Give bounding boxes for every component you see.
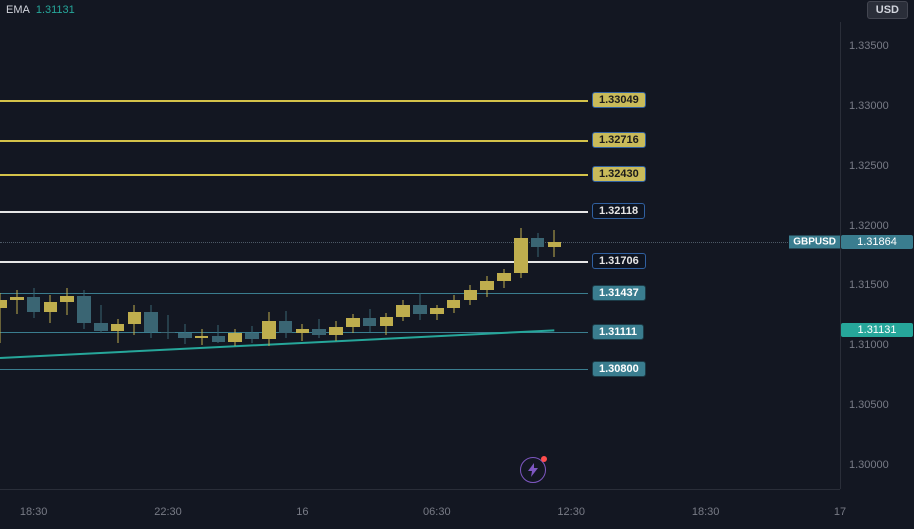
candle[interactable] xyxy=(111,319,124,343)
candle[interactable] xyxy=(380,313,393,335)
x-tick: 16 xyxy=(296,506,308,518)
ema-axis-tag: 1.31131 xyxy=(841,323,913,337)
candle[interactable] xyxy=(178,324,191,344)
x-tick: 12:30 xyxy=(557,506,585,518)
candle[interactable] xyxy=(464,285,477,304)
candle[interactable] xyxy=(44,295,57,323)
candle[interactable] xyxy=(77,290,90,328)
x-tick: 18:30 xyxy=(692,506,720,518)
candle[interactable] xyxy=(228,329,241,347)
y-axis[interactable]: 1.33500 1.33000 1.32500 1.32000 1.31500 1.310… xyxy=(840,22,914,489)
symbol-tag: GBPUSD xyxy=(789,235,840,248)
price-level-tag[interactable]: 1.30800 xyxy=(592,361,646,377)
candle[interactable] xyxy=(212,325,225,343)
candle[interactable] xyxy=(480,276,493,298)
candle[interactable] xyxy=(447,295,460,313)
y-tick: 1.33000 xyxy=(849,100,889,112)
y-tick: 1.30500 xyxy=(849,399,889,411)
candle[interactable] xyxy=(195,329,208,346)
candle[interactable] xyxy=(548,230,561,256)
currency-button[interactable]: USD xyxy=(867,1,908,19)
candle[interactable] xyxy=(262,312,275,347)
candle[interactable] xyxy=(144,305,157,339)
price-level-tag[interactable]: 1.32430 xyxy=(592,166,646,182)
top-bar: EMA 1.31131 USD xyxy=(0,0,914,20)
price-level-tag[interactable]: 1.31111 xyxy=(592,324,644,340)
candle[interactable] xyxy=(279,311,292,339)
candle[interactable] xyxy=(161,315,174,339)
candle[interactable] xyxy=(60,288,73,316)
candle[interactable] xyxy=(497,269,510,288)
price-level-tag[interactable]: 1.31706 xyxy=(592,253,646,269)
candle[interactable] xyxy=(329,321,342,340)
y-tick: 1.32000 xyxy=(849,220,889,232)
candle[interactable] xyxy=(514,228,527,278)
candle[interactable] xyxy=(531,233,544,257)
y-tick: 1.30000 xyxy=(849,459,889,471)
x-tick: 22:30 xyxy=(154,506,182,518)
notification-dot xyxy=(541,456,547,462)
x-tick: 18:30 xyxy=(20,506,48,518)
candle[interactable] xyxy=(363,309,376,332)
candle[interactable] xyxy=(94,305,107,334)
ema-line xyxy=(0,330,554,360)
ema-indicator[interactable]: EMA 1.31131 xyxy=(6,4,75,16)
price-level-tag[interactable]: 1.32716 xyxy=(592,132,646,148)
candle[interactable] xyxy=(27,288,40,318)
y-tick: 1.31000 xyxy=(849,339,889,351)
current-price-axis-tag: 1.31864 xyxy=(841,235,913,249)
candle[interactable] xyxy=(312,319,325,338)
price-level-tag[interactable]: 1.33049 xyxy=(592,92,646,108)
price-level-tag[interactable]: 1.32118 xyxy=(592,203,645,219)
candle[interactable] xyxy=(128,305,141,335)
y-tick: 1.32500 xyxy=(849,160,889,172)
candle[interactable] xyxy=(413,293,426,321)
chart-root: EMA 1.31131 USD 1.330491.327161.324301.3… xyxy=(0,0,914,529)
plot-area[interactable]: 1.33049 1.32716 1.32430 1.32118 1.31706 1.314… xyxy=(0,22,840,489)
y-tick: 1.31500 xyxy=(849,279,889,291)
candle[interactable] xyxy=(0,293,7,343)
candle[interactable] xyxy=(430,305,443,321)
current-price-line xyxy=(0,242,840,243)
x-axis[interactable]: 18:3022:301606:3012:3018:3017 xyxy=(0,489,840,529)
chart-area[interactable]: 1.33049 1.32716 1.32430 1.32118 1.31706 1.314… xyxy=(0,22,840,529)
y-tick: 1.33500 xyxy=(849,40,889,52)
x-tick: 17 xyxy=(834,506,846,518)
candle[interactable] xyxy=(396,300,409,322)
candle[interactable] xyxy=(296,324,309,341)
ema-label: EMA xyxy=(6,4,30,16)
candle[interactable] xyxy=(245,326,258,343)
candle[interactable] xyxy=(10,290,23,314)
price-level-tag[interactable]: 1.31437 xyxy=(592,285,646,301)
ema-value: 1.31131 xyxy=(36,4,75,16)
news-flash-icon[interactable] xyxy=(520,457,546,483)
x-tick: 06:30 xyxy=(423,506,451,518)
candle[interactable] xyxy=(346,314,359,333)
